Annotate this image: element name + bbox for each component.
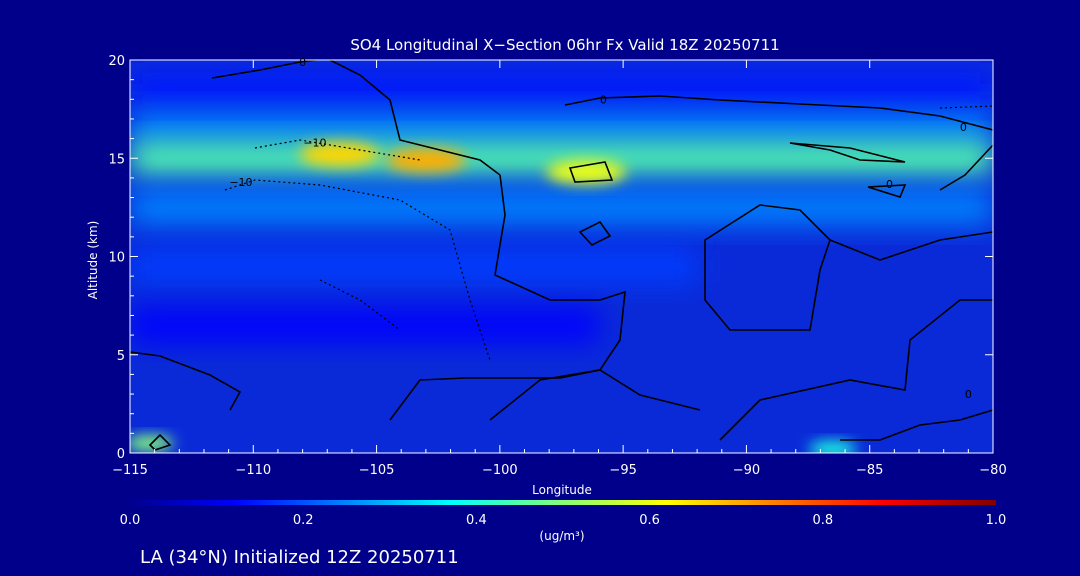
y-tick-label: 20	[108, 54, 125, 69]
y-tick-label: 0	[117, 447, 125, 462]
x-tick-label: −105	[359, 463, 395, 478]
x-axis: −115 −110 −105 −100 −95 −90 −85 −80	[112, 60, 1007, 478]
colorbar-tick-label: 0.2	[293, 513, 314, 528]
contour-lines-dotted	[224, 105, 993, 361]
contour-label: −10	[303, 137, 326, 150]
colorbar	[130, 500, 996, 505]
heatmap-band-0	[130, 72, 993, 107]
heatmap-hotspot-2	[546, 160, 627, 185]
heatmap-field	[130, 72, 993, 453]
x-tick-label: −115	[112, 463, 148, 478]
colorbar-tick-label: 0.6	[639, 513, 660, 528]
x-tick-label: −100	[482, 463, 518, 478]
colorbar-units: (ug/m³)	[539, 529, 584, 543]
colorbar-tick-label: 0.8	[812, 513, 833, 528]
x-tick-label: −110	[235, 463, 271, 478]
y-tick-label: 5	[117, 349, 125, 364]
heatmap-hotspot-3	[130, 435, 174, 452]
x-tick-label: −85	[856, 463, 883, 478]
colorbar-tick-label: 1.0	[986, 513, 1007, 528]
contour-label: 0	[600, 93, 607, 106]
contour-label: −10	[229, 176, 252, 189]
contour-label: 0	[886, 178, 893, 191]
colorbar-ticks: 0.0 0.2 0.4 0.6 0.8 1.0	[120, 513, 1007, 528]
heatmap-band-4	[130, 249, 698, 284]
x-axis-label: Longitude	[532, 483, 592, 497]
heatmap-hotspot-4	[808, 441, 857, 453]
contour-label: 0	[960, 121, 967, 134]
footer-caption: LA (34°N) Initialized 12Z 20250711	[140, 547, 459, 568]
y-axis-label: Altitude (km)	[86, 221, 100, 300]
heatmap-band-3	[130, 190, 993, 225]
contour-label: 0	[965, 388, 972, 401]
x-tick-label: −95	[609, 463, 636, 478]
colorbar-tick-label: 0.0	[120, 513, 141, 528]
chart-title: SO4 Longitudinal X−Section 06hr Fx Valid…	[350, 36, 779, 54]
colorbar-tick-label: 0.4	[466, 513, 487, 528]
x-tick-label: −80	[979, 463, 1006, 478]
contour-label: 0	[299, 56, 306, 69]
heatmap-band-1	[130, 111, 993, 146]
heatmap-hotspot-0	[299, 142, 380, 167]
y-tick-label: 15	[108, 152, 125, 167]
contour-label-group: 0 0 0 −10 −10 0 0	[229, 56, 971, 401]
contour-lines	[130, 60, 993, 451]
x-tick-label: −90	[733, 463, 760, 478]
y-tick-label: 10	[108, 251, 125, 266]
heatmap-hotspot-1	[385, 148, 466, 173]
y-axis: 0 5 10 15 20	[108, 54, 993, 462]
heatmap-band-5	[130, 308, 599, 343]
